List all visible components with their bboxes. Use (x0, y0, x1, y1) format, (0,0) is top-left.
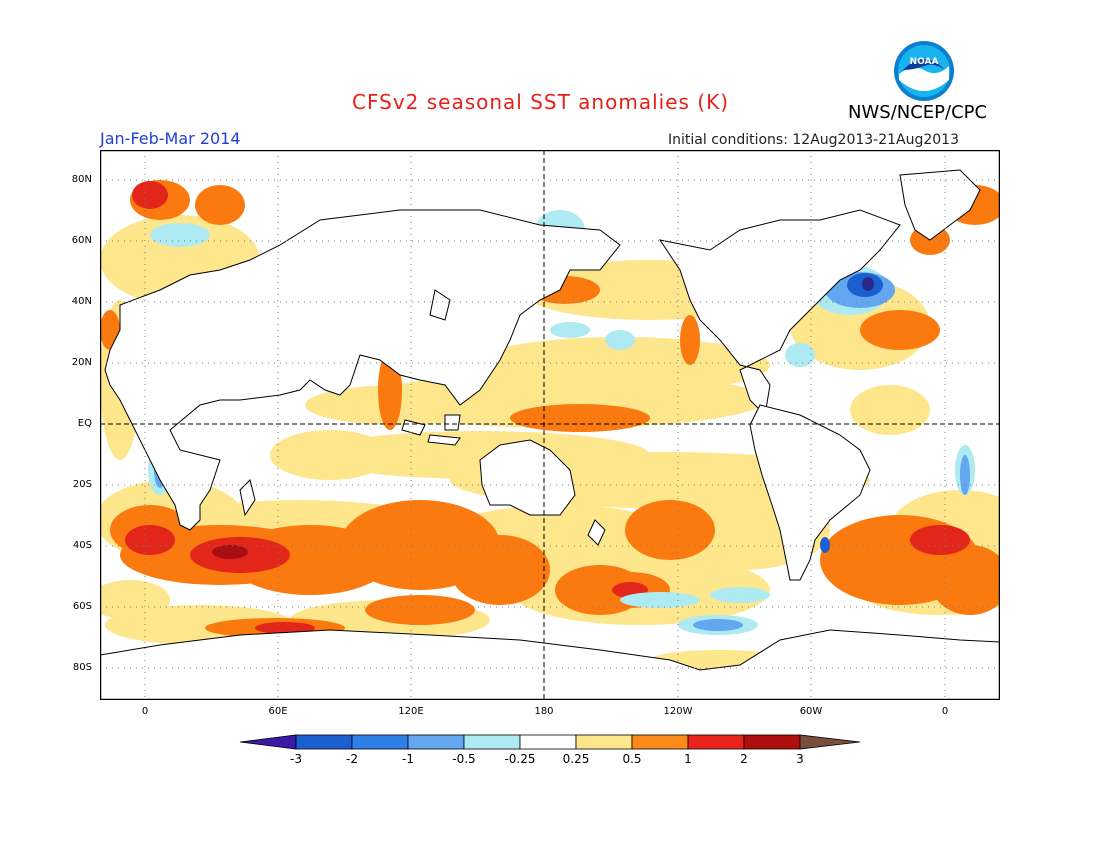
lat-label: EQ (77, 418, 92, 429)
lon-label: 60W (799, 706, 823, 717)
lon-label: 120W (663, 706, 693, 717)
lat-label: 20S (72, 479, 92, 490)
colorbar-swatch (407, 734, 465, 750)
colorbar-swatch (687, 734, 745, 750)
lon-label: 60E (268, 706, 288, 717)
map-title: CFSv2 seasonal SST anomalies (K) (352, 90, 729, 114)
lat-lon-grid (100, 150, 1000, 700)
colorbar-label: -0.25 (504, 752, 536, 766)
lon-label: 180 (534, 706, 554, 717)
lat-label: 60S (72, 601, 92, 612)
noaa-logo-icon: NOAA (894, 41, 954, 101)
lat-label: 80N (71, 174, 92, 185)
lat-label: 60N (71, 235, 92, 246)
agency-label: NWS/NCEP/CPC (848, 102, 988, 123)
colorbar-label: 2 (740, 752, 748, 766)
sst-anomaly-map (100, 150, 1000, 700)
colorbar-swatch (743, 734, 801, 750)
colorbar-label: 1 (684, 752, 692, 766)
colorbar-label: -2 (346, 752, 358, 766)
lon-label: 120E (398, 706, 424, 717)
colorbar (240, 734, 861, 750)
lat-label: 20N (71, 357, 92, 368)
colorbar-label: 0.25 (562, 752, 590, 766)
colorbar-swatch (519, 734, 577, 750)
map-frame (100, 150, 1000, 700)
initial-conditions: Initial conditions: 12Aug2013-21Aug2013 (668, 132, 959, 148)
colorbar-label: -1 (402, 752, 414, 766)
colorbar-swatch (631, 734, 689, 750)
lon-label: 0 (941, 706, 949, 717)
colorbar-label: 0.5 (622, 752, 642, 766)
lon-label: 0 (141, 706, 149, 717)
colorbar-swatch (575, 734, 633, 750)
lat-label: 40N (71, 296, 92, 307)
colorbar-label: -0.5 (452, 752, 476, 766)
colorbar-swatch (463, 734, 521, 750)
coastlines (100, 169, 1000, 700)
colorbar-swatch (295, 734, 353, 750)
lat-label: 80S (72, 662, 92, 673)
lat-label: 40S (72, 540, 92, 551)
colorbar-label: 3 (796, 752, 804, 766)
colorbar-arrow-low (240, 734, 297, 750)
noaa-logo-text: NOAA (910, 57, 939, 67)
colorbar-swatch (351, 734, 409, 750)
reference-lines (100, 150, 1000, 700)
colorbar-arrow-high (799, 734, 861, 750)
forecast-period: Jan-Feb-Mar 2014 (100, 129, 241, 148)
colorbar-label: -3 (290, 752, 302, 766)
